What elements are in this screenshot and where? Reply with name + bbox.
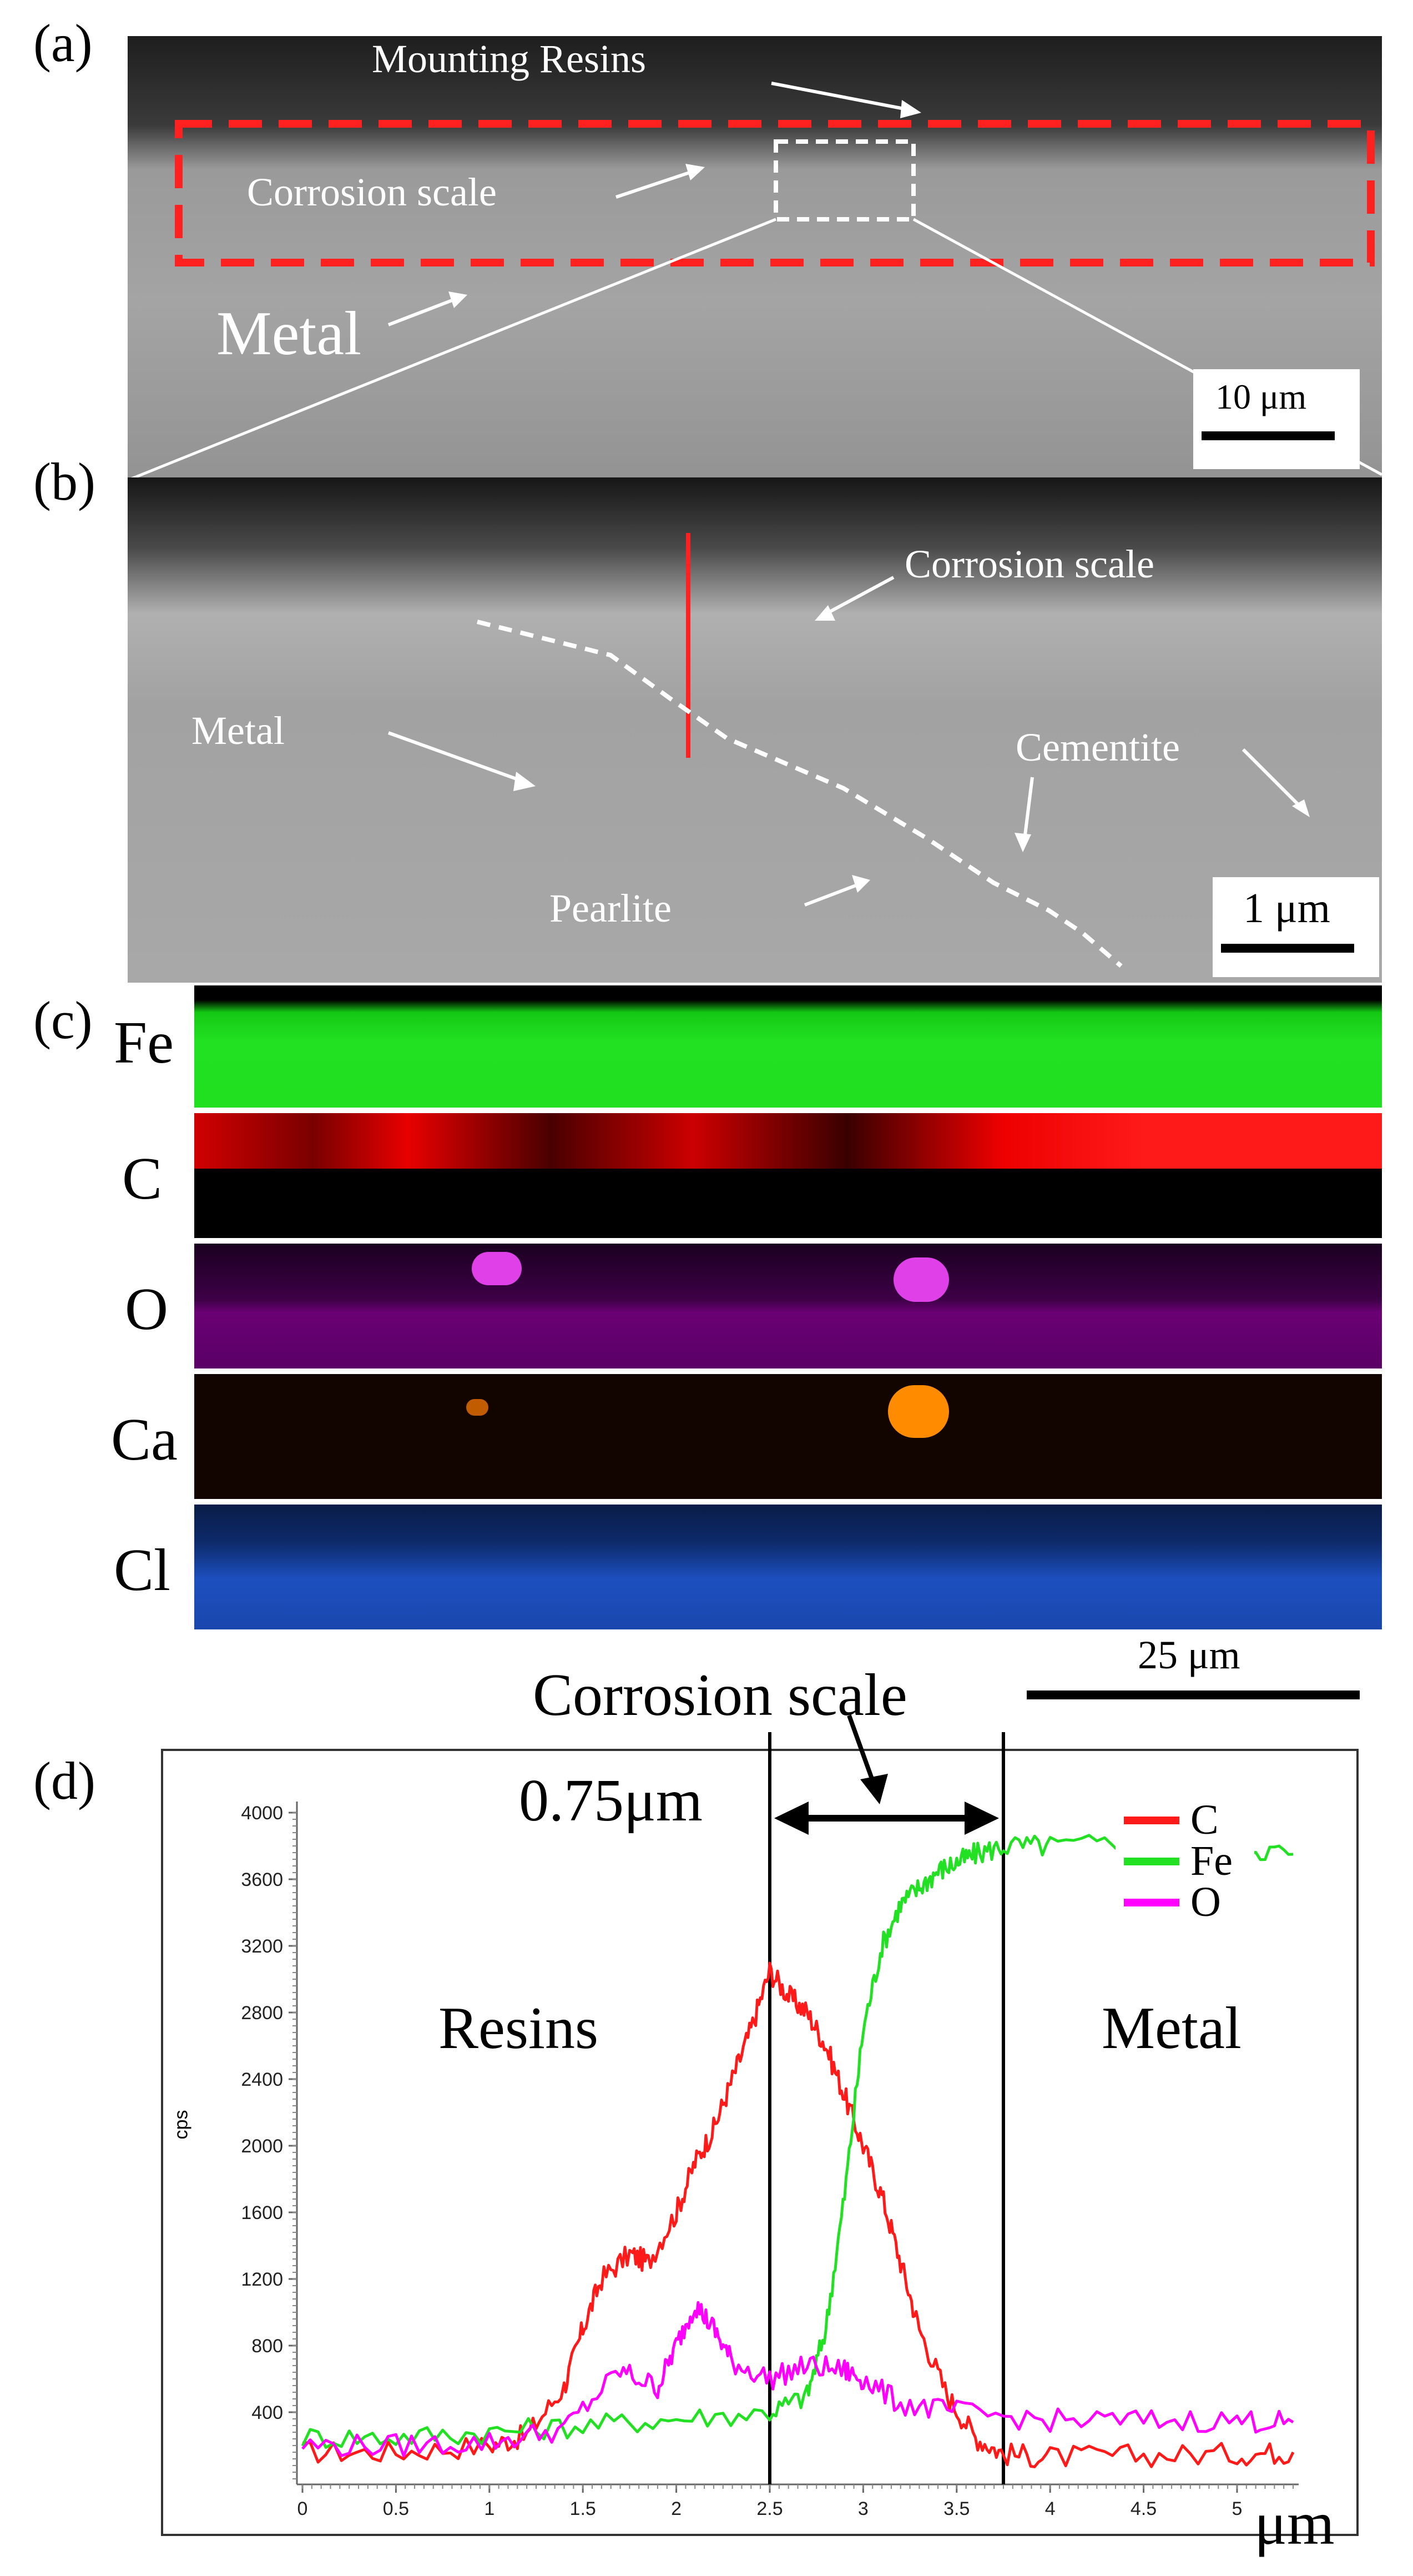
y-tick-label: 1200: [241, 2269, 283, 2290]
label-mounting-resins: Mounting Resins: [372, 37, 647, 81]
panel-b-overlay: [387, 533, 1310, 968]
label-corrosion-scale-a: Corrosion scale: [247, 170, 497, 214]
label-cementite: Cementite: [1016, 725, 1180, 769]
y-tick-label: 800: [251, 2336, 283, 2357]
x-tick-label: 3.5: [943, 2498, 970, 2519]
series-line-fe: [301, 1834, 1294, 2449]
y-tick-label: 3600: [241, 1869, 283, 1890]
series-line-c: [302, 1961, 1295, 2468]
arrow-corrosion-scale-a: [685, 164, 705, 180]
legend-swatch-c: [1124, 1817, 1179, 1824]
panel-a-label: (a): [33, 13, 93, 73]
element-label-ca: Ca: [111, 1407, 178, 1473]
arrow-pearlite: [852, 875, 870, 893]
legend-swatch-o: [1124, 1899, 1179, 1906]
label-metal-b: Metal: [191, 708, 285, 753]
y-tick-label: 1600: [241, 2202, 283, 2223]
x-tick-label: 3: [858, 2498, 869, 2519]
x-axis-label: μm: [1254, 2489, 1335, 2557]
thickness-arrowhead-right: [964, 1802, 999, 1835]
corrosion-pointer-shaft: [847, 1714, 876, 1786]
region-label-metal: Metal: [1102, 1995, 1242, 2061]
label-metal-a: Metal: [216, 299, 362, 368]
legend-label-fe: Fe: [1190, 1838, 1233, 1884]
panel-d-label: (d): [33, 1751, 95, 1810]
scalebar-b: 1 μm: [1213, 877, 1379, 977]
arrow-metal-a: [448, 291, 467, 308]
arrow-cementite-1: [1292, 799, 1310, 817]
panel-a-sem-image: Mounting Resins Corrosion scale Metal 10…: [128, 36, 1382, 480]
y-tick-label: 2000: [241, 2136, 283, 2157]
red-dashed-roi: [175, 120, 1375, 266]
panel-b-label: (b): [33, 452, 95, 511]
eds-map-cl: [194, 1505, 1382, 1629]
panel-a-overlay: [128, 82, 1382, 480]
x-tick-label: 1.5: [570, 2498, 596, 2519]
eds-map-o: [194, 1244, 1382, 1368]
legend-swatch-fe: [1124, 1858, 1179, 1865]
scalebar-c-text: 25 μm: [1138, 1633, 1240, 1677]
x-tick-label: 0: [297, 2498, 308, 2519]
panel-c-label: (c): [33, 990, 93, 1050]
label-corrosion-scale-b: Corrosion scale: [905, 542, 1154, 586]
element-label-fe: Fe: [114, 1010, 174, 1076]
x-tick-label: 5: [1232, 2498, 1243, 2519]
label-pearlite: Pearlite: [549, 886, 672, 930]
scalebar-a-text: 10 μm: [1215, 377, 1307, 416]
arrow-corrosion-scale-b: [815, 605, 835, 621]
zoom-box: [774, 139, 916, 222]
scalebar-a: 10 μm: [1193, 369, 1360, 469]
thickness-label: 0.75μm: [519, 1768, 703, 1834]
x-tick-label: 2: [671, 2498, 682, 2519]
scalebar-b-bar: [1221, 944, 1354, 953]
arrow-cementite-2: [1015, 833, 1031, 852]
x-tick-label: 2.5: [756, 2498, 783, 2519]
x-tick-label: 1: [484, 2498, 494, 2519]
corrosion-scale-title: Corrosion scale: [533, 1662, 907, 1728]
eds-map-fe: [194, 985, 1382, 1108]
region-label-resins: Resins: [438, 1995, 599, 2061]
arrow-mounting-resins: [900, 100, 921, 118]
y-tick-label: 2800: [241, 2003, 283, 2024]
y-tick-label: 400: [251, 2402, 283, 2423]
y-axis-label: cps: [170, 2110, 192, 2140]
chart-legend: C Fe O: [1116, 1799, 1254, 1938]
element-label-o: O: [125, 1276, 168, 1342]
y-tick-label: 4000: [241, 1803, 283, 1824]
y-tick-label: 2400: [241, 2069, 283, 2090]
legend-label-o: O: [1190, 1879, 1221, 1925]
scalebar-c-bar: [1027, 1690, 1360, 1699]
x-tick-label: 4: [1045, 2498, 1056, 2519]
eds-map-ca: [194, 1374, 1382, 1499]
element-label-c: C: [122, 1146, 163, 1212]
arrow-metal-b: [513, 772, 536, 791]
scalebar-a-bar: [1202, 431, 1335, 440]
thickness-arrowhead-left: [774, 1802, 809, 1835]
y-tick-label: 3200: [241, 1936, 283, 1957]
element-label-cl: Cl: [114, 1537, 171, 1603]
series-line-o: [301, 2301, 1294, 2458]
corrosion-pointer-head: [860, 1774, 888, 1804]
pearlite-boundary: [477, 620, 1123, 968]
legend-label-c: C: [1190, 1797, 1219, 1843]
x-tick-label: 4.5: [1131, 2498, 1157, 2519]
eds-map-c: [194, 1113, 1382, 1238]
scalebar-b-text: 1 μm: [1243, 885, 1330, 932]
panel-b-sem-image: Corrosion scale Metal Cementite Pearlite…: [128, 477, 1382, 983]
zoom-line-left: [128, 218, 776, 480]
x-tick-label: 0.5: [383, 2498, 409, 2519]
